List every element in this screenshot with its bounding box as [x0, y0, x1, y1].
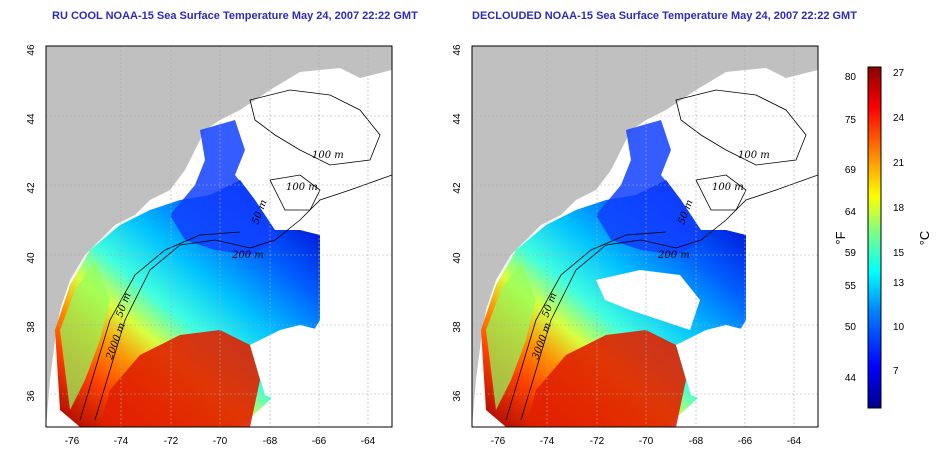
celsius-tick-label: 24 — [893, 113, 905, 124]
right-sst-map: 100 m 100 m 200 m 50 m 3000 m 50 m 46 44… — [452, 44, 819, 447]
x-tick-label: -68 — [263, 436, 278, 447]
cold-water-patch — [170, 120, 280, 255]
y-tick-label: 40 — [26, 252, 37, 264]
right-x-axis: -76 -74 -72 -70 -68 -66 -64 — [491, 436, 802, 447]
x-tick-label: -72 — [164, 436, 179, 447]
celsius-tick-label: 15 — [893, 248, 905, 259]
contour-label: 100 m — [286, 182, 318, 193]
x-tick-label: -70 — [213, 436, 228, 447]
fahrenheit-tick-label: 50 — [845, 322, 857, 333]
contour-label: 100 m — [738, 150, 770, 161]
x-tick-label: -70 — [639, 436, 654, 447]
fahrenheit-tick-label: 59 — [845, 248, 857, 259]
x-tick-label: -68 — [689, 436, 704, 447]
fahrenheit-tick-label: 69 — [845, 165, 857, 176]
x-tick-label: -64 — [787, 436, 802, 447]
celsius-tick-label: 18 — [893, 203, 905, 214]
contour-label: 200 m — [231, 250, 264, 261]
x-tick-label: -66 — [312, 436, 327, 447]
y-tick-label: 36 — [26, 390, 37, 402]
y-tick-label: 44 — [452, 113, 463, 125]
celsius-tick-label: 27 — [893, 68, 905, 79]
fahrenheit-tick-label: 64 — [845, 207, 857, 218]
y-tick-label: 40 — [452, 252, 463, 264]
contour-label: 200 m — [657, 250, 690, 261]
fahrenheit-tick-label: 44 — [845, 373, 857, 384]
fahrenheit-unit-label: °F — [833, 231, 848, 244]
celsius-ticks: 27 24 21 18 15 13 10 7 — [893, 68, 905, 377]
cloud-gap — [596, 270, 700, 330]
contour-50m — [79, 231, 241, 421]
x-tick-label: -64 — [361, 436, 376, 447]
celsius-tick-label: 21 — [893, 158, 905, 169]
left-sst-map: 100 m 100 m 200 m 50 m 2000 m 50 m 46 44… — [26, 44, 393, 447]
cloud-gap — [676, 325, 746, 405]
fahrenheit-ticks: 80 75 69 64 59 55 50 44 — [845, 72, 857, 384]
temperature-colorbar: 80 75 69 64 59 55 50 44 27 24 21 18 15 1… — [833, 66, 932, 409]
fahrenheit-tick-label: 80 — [845, 72, 857, 83]
x-tick-label: -66 — [738, 436, 753, 447]
land-mass — [46, 46, 392, 427]
x-tick-label: -76 — [491, 436, 506, 447]
contour-gulf-of-maine — [675, 89, 807, 211]
contour-shelf-break — [94, 174, 392, 421]
y-tick-label: 36 — [452, 390, 463, 402]
celsius-tick-label: 7 — [893, 366, 899, 377]
left-x-axis: -76 -74 -72 -70 -68 -66 -64 — [65, 436, 376, 447]
plot-frame — [45, 45, 393, 428]
graticule — [46, 46, 392, 427]
y-tick-label: 38 — [26, 321, 37, 333]
right-y-axis: 46 44 42 40 38 36 — [452, 44, 463, 402]
y-tick-label: 46 — [26, 44, 37, 56]
graticule — [472, 46, 818, 427]
x-tick-label: -76 — [65, 436, 80, 447]
inshore-stripe — [60, 262, 110, 410]
celsius-tick-label: 13 — [893, 278, 905, 289]
y-tick-label: 44 — [26, 113, 37, 125]
colorbar-gradient — [867, 66, 882, 409]
right-map-title: DECLOUDED NOAA-15 Sea Surface Temperatur… — [472, 10, 857, 22]
x-tick-label: -74 — [114, 436, 129, 447]
x-tick-label: -72 — [590, 436, 605, 447]
celsius-tick-label: 10 — [893, 322, 905, 333]
celsius-unit-label: °C — [917, 231, 932, 246]
inshore-stripe — [486, 262, 536, 410]
y-tick-label: 46 — [452, 44, 463, 56]
y-tick-label: 42 — [452, 182, 463, 194]
cold-water-patch — [596, 120, 706, 255]
y-tick-label: 42 — [26, 182, 37, 194]
contour-shelf-break — [520, 174, 818, 421]
plot-frame — [471, 45, 819, 428]
contour-label: 100 m — [312, 150, 344, 161]
land-mass — [472, 46, 818, 427]
fahrenheit-tick-label: 75 — [845, 115, 857, 126]
left-map-title: RU COOL NOAA-15 Sea Surface Temperature … — [52, 10, 418, 22]
cloud-gap — [250, 325, 320, 405]
left-y-axis: 46 44 42 40 38 36 — [26, 44, 37, 402]
contour-50m — [505, 231, 667, 421]
y-tick-label: 38 — [452, 321, 463, 333]
fahrenheit-tick-label: 55 — [845, 281, 857, 292]
contour-label: 100 m — [712, 182, 744, 193]
x-tick-label: -74 — [540, 436, 555, 447]
contour-gulf-of-maine — [249, 89, 381, 211]
